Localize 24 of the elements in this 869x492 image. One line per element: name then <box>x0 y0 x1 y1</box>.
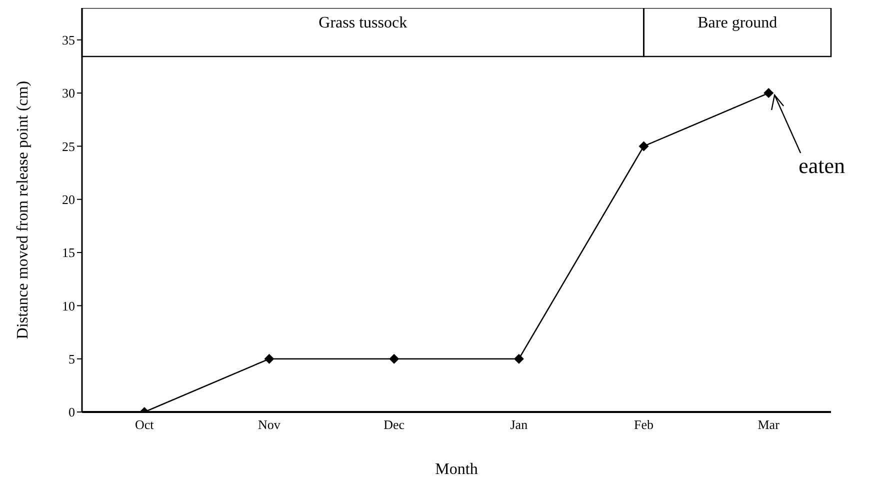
x-axis-title: Month <box>435 461 478 478</box>
y-tick-label: 5 <box>68 351 75 366</box>
y-tick-label: 25 <box>62 138 75 154</box>
y-tick-label: 30 <box>62 86 75 101</box>
x-tick-label: Dec <box>384 417 405 432</box>
point <box>764 88 774 98</box>
x-tick-label: Feb <box>634 417 654 432</box>
x-tick-label: Mar <box>758 417 780 432</box>
y-tick-label: 15 <box>62 245 75 260</box>
x-tick-label: Nov <box>258 417 281 432</box>
y-tick-label: 10 <box>62 298 75 314</box>
annotation: Grass tussock <box>318 14 408 32</box>
point <box>638 141 649 152</box>
y-tick-label: 0 <box>68 404 75 420</box>
point <box>264 354 274 364</box>
y-axis-title: Distance moved from release point (cm) <box>14 80 32 340</box>
point <box>389 354 400 364</box>
y-tick-label: 20 <box>62 192 75 207</box>
annotation: Bare ground <box>698 14 778 32</box>
x-tick-label: Jan <box>510 417 528 432</box>
annotation: eaten <box>798 153 845 178</box>
y-tick-label: 35 <box>62 32 75 48</box>
x-tick-label: Oct <box>135 417 154 432</box>
point <box>514 354 524 364</box>
